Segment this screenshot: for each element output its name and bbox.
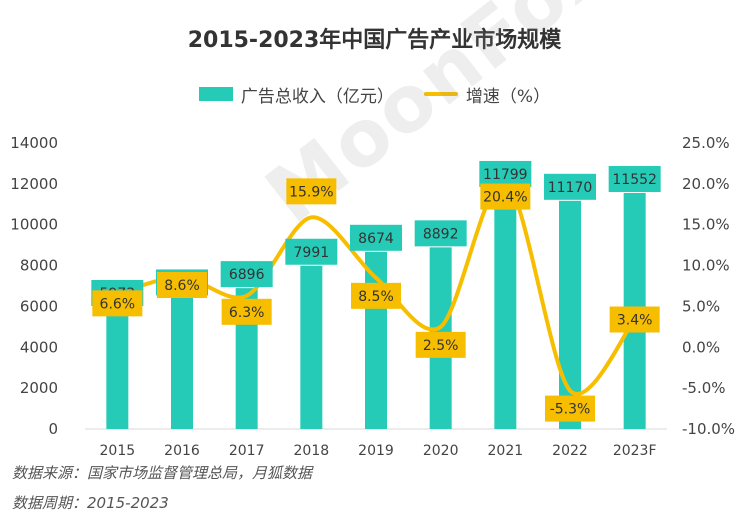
y-left-tick-label: 10000: [10, 216, 58, 234]
growth-value-label-box: [545, 395, 595, 422]
y-right-tick-label: 25.0%: [682, 134, 730, 152]
data-source-note: 数据来源：国家市场监督管理总局，月狐数据: [12, 464, 313, 482]
bar-value-label-box: [414, 220, 467, 247]
bar: [559, 200, 581, 429]
bar: [300, 265, 323, 429]
growth-value-label-box: [92, 290, 143, 317]
bar-value-label: 8892: [423, 226, 459, 242]
growth-value-label: 20.4%: [483, 190, 527, 206]
bar-value-label-box: [285, 238, 338, 265]
x-tick-label: 2021: [488, 443, 524, 459]
x-tick-label: 2016: [164, 443, 200, 459]
legend-label-revenue: 广告总收入（亿元）: [240, 86, 394, 107]
bar-value-label-box: [544, 173, 596, 200]
y-right-tick-label: 5.0%: [682, 297, 720, 315]
y-right-tick-label: 15.0%: [682, 216, 730, 234]
growth-value-label-box: [480, 183, 531, 210]
growth-value-label: 6.3%: [229, 305, 265, 321]
bar: [171, 296, 193, 429]
data-period-note: 数据周期：2015-2023: [12, 494, 169, 512]
y-right-tick-label: -10.0%: [682, 420, 735, 438]
y-left-tick-label: 12000: [10, 175, 58, 193]
legend-label-growth: 增速（%）: [465, 86, 551, 107]
bar-value-label: 11799: [483, 167, 528, 183]
y-right-tick-label: -5.0%: [682, 379, 726, 397]
growth-value-label-box: [157, 272, 207, 299]
x-tick-label: 2020: [423, 443, 459, 459]
bar-value-label: 11170: [548, 180, 593, 196]
growth-value-label-box: [351, 282, 401, 309]
legend-item-growth: 增速（%）: [423, 82, 551, 107]
bar-value-label: 6896: [229, 267, 265, 283]
growth-value-label: 6.6%: [100, 296, 136, 312]
y-left-tick-label: 6000: [20, 297, 58, 315]
x-tick-label: 2015: [100, 443, 136, 459]
growth-value-label: 2.5%: [423, 338, 459, 354]
bar-value-label-box: [479, 160, 532, 187]
chart-title: 2015-2023年中国广告产业市场规模: [187, 28, 562, 53]
bar-value-label: 11552: [612, 172, 657, 188]
legend-line-swatch: [423, 92, 458, 96]
x-tick-label: 2019: [358, 443, 394, 459]
x-tick-label: 2022: [552, 443, 588, 459]
x-tick-label: 2017: [229, 443, 265, 459]
bar: [494, 187, 517, 429]
growth-value-label: 3.4%: [617, 313, 653, 329]
y-left-tick-label: 4000: [20, 338, 58, 356]
growth-value-label: -5.3%: [550, 402, 591, 418]
y-left-tick-label: 2000: [20, 379, 58, 397]
growth-value-label-box: [415, 331, 466, 358]
y-right-tick-label: 10.0%: [682, 257, 730, 275]
growth-value-label-box: [221, 298, 272, 325]
bar-value-label: 7991: [294, 245, 330, 261]
legend-bar-swatch: [198, 87, 233, 101]
growth-value-label: 8.5%: [358, 289, 394, 305]
growth-value-label-box: [609, 306, 660, 333]
y-right-tick-label: 20.0%: [682, 175, 730, 193]
x-tick-label: 2018: [294, 443, 330, 459]
growth-value-label-box: [286, 178, 337, 205]
bar-value-label-box: [220, 261, 273, 288]
bar-value-label-box: [350, 224, 402, 251]
y-right-tick-label: 0.0%: [682, 338, 720, 356]
x-tick-label: 2023F: [613, 443, 657, 459]
y-left-tick-label: 8000: [20, 257, 58, 275]
bar: [106, 306, 129, 429]
y-left-tick-label: 14000: [10, 134, 58, 152]
bar-value-label-box: [608, 166, 661, 193]
y-left-tick-label: 0: [48, 420, 58, 438]
growth-line: [115, 178, 637, 396]
growth-value-label: 15.9%: [289, 184, 333, 200]
legend-item-revenue: 广告总收入（亿元）: [198, 82, 394, 107]
chart-legend: 广告总收入（亿元） 增速（%）: [0, 82, 749, 107]
growth-value-label: 8.6%: [164, 278, 200, 294]
bar-value-label: 8674: [358, 231, 394, 247]
